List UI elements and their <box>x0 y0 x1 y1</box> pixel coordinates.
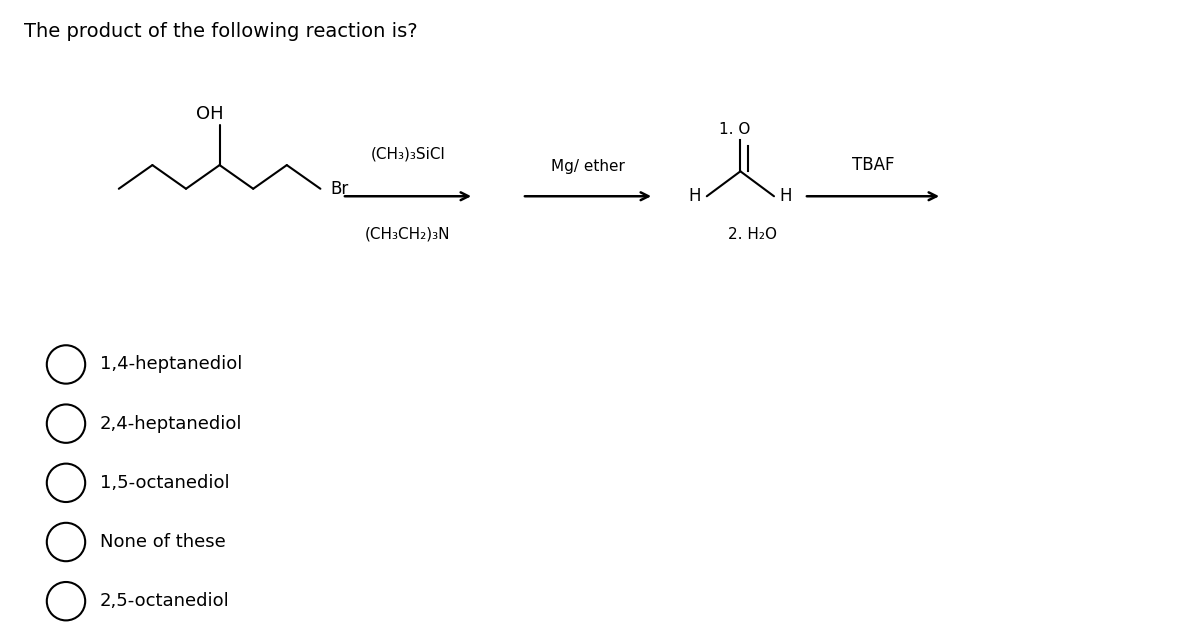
Text: The product of the following reaction is?: The product of the following reaction is… <box>24 22 418 40</box>
Text: Br: Br <box>330 180 348 197</box>
Text: 2,5-octanediol: 2,5-octanediol <box>100 592 229 610</box>
Text: TBAF: TBAF <box>852 156 894 174</box>
Text: 1,4-heptanediol: 1,4-heptanediol <box>100 356 242 373</box>
Text: None of these: None of these <box>100 533 226 551</box>
Text: (CH₃CH₂)₃N: (CH₃CH₂)₃N <box>365 226 451 241</box>
Text: 2,4-heptanediol: 2,4-heptanediol <box>100 415 242 432</box>
Text: H: H <box>689 188 701 205</box>
Text: 1,5-octanediol: 1,5-octanediol <box>100 474 229 492</box>
Text: Mg/ ether: Mg/ ether <box>551 159 625 174</box>
Text: 1. O: 1. O <box>719 122 750 137</box>
Text: OH: OH <box>196 105 224 123</box>
Text: (CH₃)₃SiCl: (CH₃)₃SiCl <box>371 147 445 162</box>
Text: H: H <box>780 188 792 205</box>
Text: 2. H₂O: 2. H₂O <box>728 227 776 242</box>
